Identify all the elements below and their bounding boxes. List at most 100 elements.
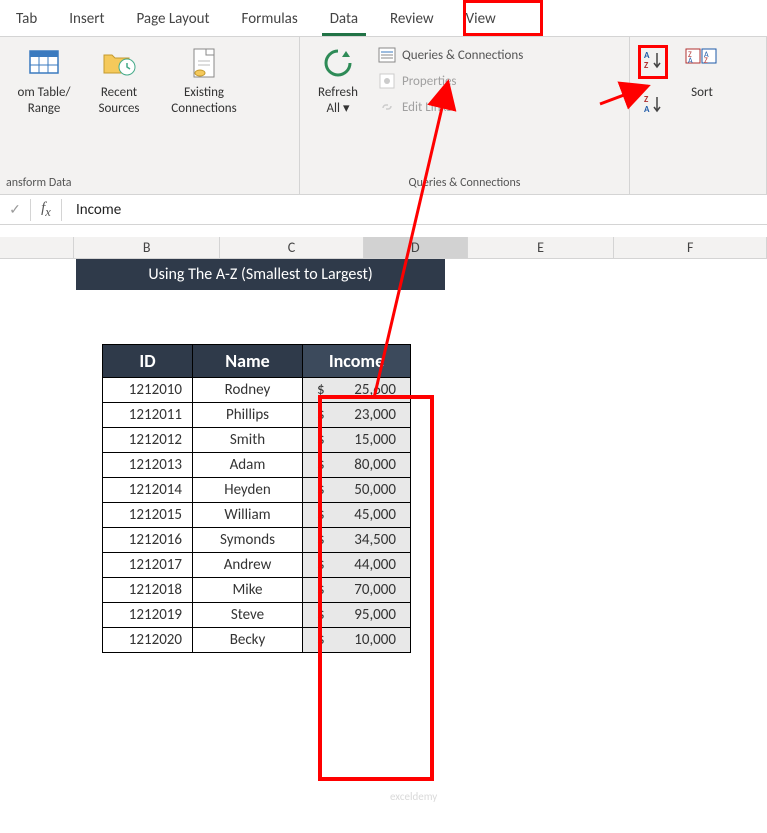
data-table: IDNameIncome1212010Rodney$25,6001212011P… (102, 344, 411, 653)
cell-id[interactable]: 1212016 (103, 528, 193, 553)
group-label (636, 174, 760, 192)
table-header[interactable]: Income (303, 345, 411, 378)
formula-value[interactable]: Income (62, 201, 767, 219)
cell-name[interactable]: Steve (193, 603, 303, 628)
sort-button[interactable]: ZAAZ Sort (674, 41, 730, 101)
btn-label: Queries & Connections (402, 48, 523, 63)
recent-sources-button[interactable]: RecentSources (86, 41, 152, 116)
col-header-D[interactable]: D (364, 237, 468, 258)
fx-icon[interactable]: fx (31, 200, 61, 220)
list-icon (378, 46, 396, 64)
tab-tab[interactable]: Tab (0, 4, 53, 36)
group-label: ansform Data (6, 174, 293, 192)
cell-name[interactable]: Mike (193, 578, 303, 603)
refresh-icon (320, 45, 356, 81)
cell-income[interactable]: $70,000 (303, 578, 411, 603)
cell-name[interactable]: Rodney (193, 378, 303, 403)
cell-income[interactable]: $25,600 (303, 378, 411, 403)
cell-id[interactable]: 1212019 (103, 603, 193, 628)
cell-id[interactable]: 1212013 (103, 453, 193, 478)
cell-id[interactable]: 1212017 (103, 553, 193, 578)
cell-id[interactable]: 1212015 (103, 503, 193, 528)
edit-links-button[interactable]: Edit Links (374, 95, 527, 119)
from-table-range-button[interactable]: om Table/Range (6, 41, 82, 116)
table-header[interactable]: Name (193, 345, 303, 378)
btn-label: Properties (402, 74, 457, 89)
svg-text:Z: Z (644, 60, 649, 71)
btn-label: Existing (184, 85, 224, 100)
ribbon-group-transform: om Table/Range RecentSources ExistingCon… (0, 37, 300, 194)
queries-connections-button[interactable]: Queries & Connections (374, 43, 527, 67)
table-row: 1212010Rodney$25,600 (103, 378, 411, 403)
table-row: 1212020Becky$10,000 (103, 628, 411, 653)
cell-name[interactable]: Phillips (193, 403, 303, 428)
cell-income[interactable]: $10,000 (303, 628, 411, 653)
table-row: 1212011Phillips$23,000 (103, 403, 411, 428)
cell-name[interactable]: Andrew (193, 553, 303, 578)
cell-income[interactable]: $23,000 (303, 403, 411, 428)
link-icon (378, 98, 396, 116)
tab-review[interactable]: Review (374, 4, 450, 36)
col-header-B[interactable]: B (74, 237, 220, 258)
ribbon-tabs: TabInsertPage LayoutFormulasDataReviewVi… (0, 0, 767, 37)
ribbon-group-sort: AZ ZA ZAAZ Sort (630, 37, 767, 194)
col-header-E[interactable]: E (468, 237, 615, 258)
data-tab-highlight-box (463, 0, 543, 36)
cell-income[interactable]: $15,000 (303, 428, 411, 453)
sort-az-icon: AZ (642, 49, 664, 71)
svg-text:Z: Z (704, 56, 708, 66)
table-header[interactable]: ID (103, 345, 193, 378)
sort-small-buttons: AZ ZA (636, 41, 670, 119)
sort-za-button[interactable]: ZA (642, 93, 664, 119)
table-row: 1212015William$45,000 (103, 503, 411, 528)
formula-check-icon[interactable]: ✓ (0, 201, 30, 218)
properties-icon (378, 72, 396, 90)
svg-text:A: A (644, 104, 650, 115)
btn-label: Refresh (318, 85, 358, 100)
document-link-icon (186, 45, 222, 81)
sort-az-button[interactable]: AZ (638, 45, 668, 79)
table-row: 1212013Adam$80,000 (103, 453, 411, 478)
tab-data[interactable]: Data (314, 4, 374, 36)
refresh-all-button[interactable]: RefreshAll ▾ (306, 41, 370, 116)
existing-connections-button[interactable]: ExistingConnections (156, 41, 252, 116)
tab-formulas[interactable]: Formulas (226, 4, 314, 36)
cell-name[interactable]: Becky (193, 628, 303, 653)
cell-income[interactable]: $95,000 (303, 603, 411, 628)
cell-id[interactable]: 1212010 (103, 378, 193, 403)
properties-button[interactable]: Properties (374, 69, 527, 93)
svg-text:A: A (688, 56, 693, 66)
cell-id[interactable]: 1212011 (103, 403, 193, 428)
group-label: Queries & Connections (306, 174, 623, 192)
table-row: 1212018Mike$70,000 (103, 578, 411, 603)
cell-income[interactable]: $80,000 (303, 453, 411, 478)
cell-income[interactable]: $45,000 (303, 503, 411, 528)
cell-id[interactable]: 1212012 (103, 428, 193, 453)
tab-page-layout[interactable]: Page Layout (120, 4, 225, 36)
sort-za-icon: ZA (642, 93, 664, 115)
cell-name[interactable]: William (193, 503, 303, 528)
cell-id[interactable]: 1212020 (103, 628, 193, 653)
cell-income[interactable]: $34,500 (303, 528, 411, 553)
cell-name[interactable]: Smith (193, 428, 303, 453)
cell-income[interactable]: $44,000 (303, 553, 411, 578)
cell-id[interactable]: 1212018 (103, 578, 193, 603)
table-row: 1212012Smith$15,000 (103, 428, 411, 453)
table-icon (26, 45, 62, 81)
col-header-C[interactable]: C (220, 237, 364, 258)
btn-label: Sources (98, 101, 139, 116)
cell-income[interactable]: $50,000 (303, 478, 411, 503)
col-header-F[interactable]: F (614, 237, 767, 258)
cell-name[interactable]: Adam (193, 453, 303, 478)
tab-insert[interactable]: Insert (53, 4, 120, 36)
cell-id[interactable]: 1212014 (103, 478, 193, 503)
watermark: exceldemy (390, 790, 437, 803)
formula-bar: ✓ fx Income (0, 195, 767, 225)
column-headers: BCDEF (0, 237, 767, 259)
cell-name[interactable]: Symonds (193, 528, 303, 553)
table-row: 1212019Steve$95,000 (103, 603, 411, 628)
table-row: 1212014Heyden$50,000 (103, 478, 411, 503)
btn-label: Connections (171, 101, 236, 116)
cell-name[interactable]: Heyden (193, 478, 303, 503)
title-banner: Using The A-Z (Smallest to Largest) (76, 259, 445, 290)
